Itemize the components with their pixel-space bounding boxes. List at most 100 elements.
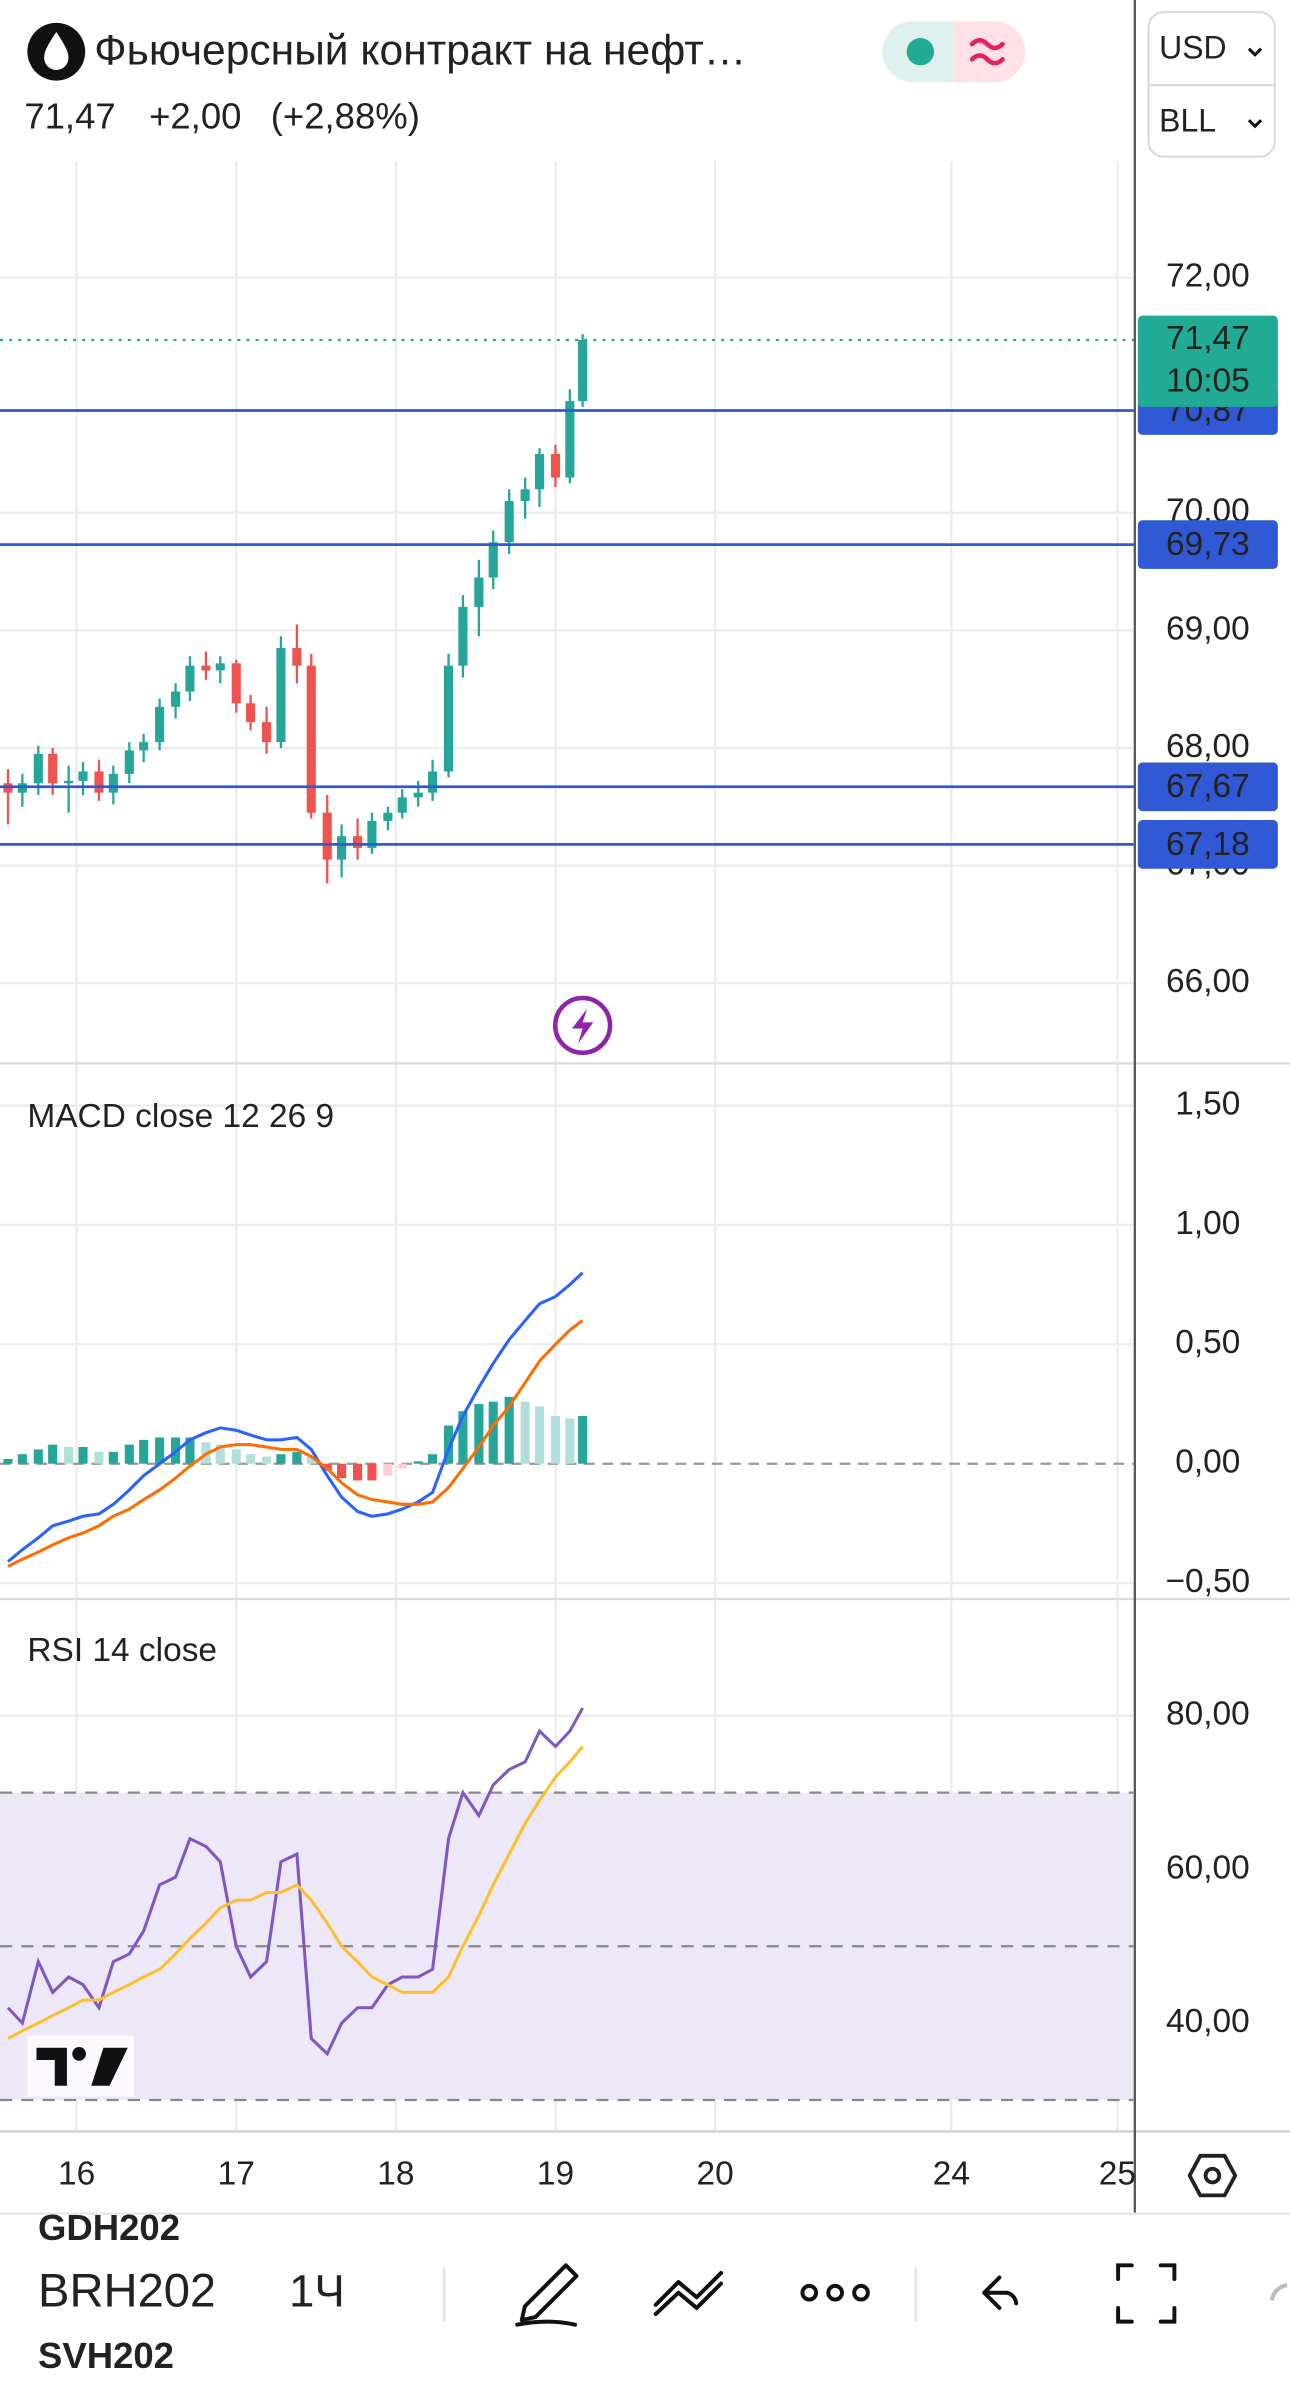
candle-body	[306, 665, 316, 813]
histogram-bar	[550, 1415, 561, 1464]
bar-countdown: 10:05	[1166, 362, 1250, 399]
candle-body	[246, 703, 256, 723]
chevron-icon	[1247, 47, 1263, 57]
histogram-bar	[262, 1456, 272, 1464]
candle-body	[94, 771, 104, 793]
market-status-pill[interactable]	[882, 21, 1026, 83]
y-tick-label: 60,00	[1166, 1849, 1250, 1886]
symbol-selector[interactable]: BRH202	[38, 2264, 216, 2317]
price-level-label: 69,73	[1166, 526, 1250, 563]
symbol-option[interactable]: SVH202	[38, 2335, 174, 2376]
histogram-bar	[458, 1411, 468, 1464]
indicator-title: RSI 14 close	[27, 1632, 217, 1669]
histogram-bar	[17, 1454, 27, 1464]
indicator-title: MACD close 12 26 9	[27, 1098, 334, 1135]
settings-icon[interactable]	[1187, 2153, 1238, 2198]
fullscreen-icon[interactable]	[1116, 2263, 1177, 2324]
histogram-bar	[306, 1456, 316, 1464]
x-tick-label: 18	[377, 2155, 414, 2192]
indicators-icon[interactable]	[653, 2270, 724, 2316]
candle-body	[322, 812, 332, 860]
brand-logo	[27, 2035, 134, 2097]
interval-selector[interactable]: 1Ч	[289, 2265, 345, 2316]
x-tick-label: 16	[58, 2155, 95, 2192]
price-level-badge	[1137, 762, 1278, 812]
candle-body	[201, 665, 211, 671]
candle-body	[352, 836, 363, 848]
candle-body	[171, 691, 181, 707]
histogram-bar	[383, 1463, 393, 1476]
candle-body	[578, 339, 588, 402]
symbol-option[interactable]: GDH202	[38, 2207, 180, 2248]
candle-body	[185, 665, 195, 692]
histogram-bar	[504, 1396, 514, 1464]
histogram-bar	[337, 1463, 347, 1479]
histogram-bar	[292, 1451, 302, 1464]
histogram-bar	[488, 1401, 498, 1464]
y-tick-label: 68,00	[1166, 728, 1250, 765]
x-tick-label: 19	[537, 2155, 574, 2192]
x-tick-label: 17	[218, 2155, 255, 2192]
unit-selector[interactable]: BLL	[1159, 103, 1216, 139]
candle-body	[78, 771, 88, 781]
candle-body	[337, 836, 347, 860]
candle-body	[64, 780, 74, 784]
scroll-hint	[1269, 2283, 1288, 2301]
candle-body	[520, 489, 530, 502]
y-tick-label: 0,50	[1175, 1324, 1240, 1361]
symbol-icon	[27, 22, 86, 81]
candle-body	[488, 542, 498, 578]
histogram-bar	[565, 1418, 575, 1464]
candle-body	[397, 797, 407, 813]
x-tick-label: 20	[696, 2155, 733, 2192]
histogram-bar	[33, 1449, 43, 1464]
price-level-badge	[1137, 820, 1278, 869]
undo-icon[interactable]	[982, 2275, 1019, 2310]
histogram-bar	[367, 1463, 377, 1481]
histogram-bar	[155, 1437, 165, 1464]
event-icon[interactable]	[552, 995, 613, 1056]
macd-line	[7, 1271, 584, 1563]
histogram-bar	[64, 1447, 74, 1464]
histogram-bar	[108, 1451, 118, 1464]
candle-body	[428, 771, 438, 793]
rsi-ma-line	[7, 1745, 584, 2040]
last-price-label: 71,47	[1166, 320, 1250, 357]
mark-layer	[0, 334, 1135, 2102]
currency-selector[interactable]: USD	[1159, 30, 1226, 66]
candle-body	[231, 663, 241, 704]
signal-line	[7, 1319, 584, 1568]
histogram-bar	[428, 1454, 438, 1464]
y-tick-label: −0,50	[1166, 1563, 1251, 1600]
x-tick-label: 25	[1099, 2155, 1136, 2192]
histogram-bar	[48, 1444, 58, 1464]
price-level-label: 67,18	[1166, 826, 1250, 863]
histogram-bar	[185, 1437, 195, 1464]
candle-body	[383, 812, 393, 821]
histogram-bar	[3, 1458, 13, 1464]
candle-body	[550, 454, 561, 478]
candle-body	[413, 792, 423, 798]
histogram-bar	[276, 1454, 286, 1464]
y-tick-label: 80,00	[1166, 1696, 1250, 1733]
price-change-percent: (+2,88%)	[271, 95, 420, 136]
y-tick-label: 66,00	[1166, 963, 1250, 1000]
candle-body	[139, 742, 149, 751]
y-tick-label: 1,00	[1175, 1205, 1240, 1242]
candle-body	[262, 722, 272, 743]
more-icon[interactable]	[800, 2283, 870, 2302]
histogram-bar	[124, 1444, 134, 1464]
candle-body	[124, 750, 134, 774]
histogram-bar	[78, 1447, 88, 1464]
histogram-bar	[139, 1439, 149, 1464]
candle-body	[458, 606, 468, 666]
symbol-title[interactable]: Фьючерсный контракт на нефт…	[94, 26, 746, 74]
y-tick-label: 69,00	[1166, 610, 1250, 647]
draw-icon[interactable]	[515, 2263, 579, 2327]
candle-body	[534, 454, 545, 490]
histogram-bar	[231, 1449, 241, 1464]
histogram-bar	[352, 1463, 363, 1481]
y-tick-label: 40,00	[1166, 2003, 1250, 2040]
x-tick-label: 24	[933, 2155, 970, 2192]
